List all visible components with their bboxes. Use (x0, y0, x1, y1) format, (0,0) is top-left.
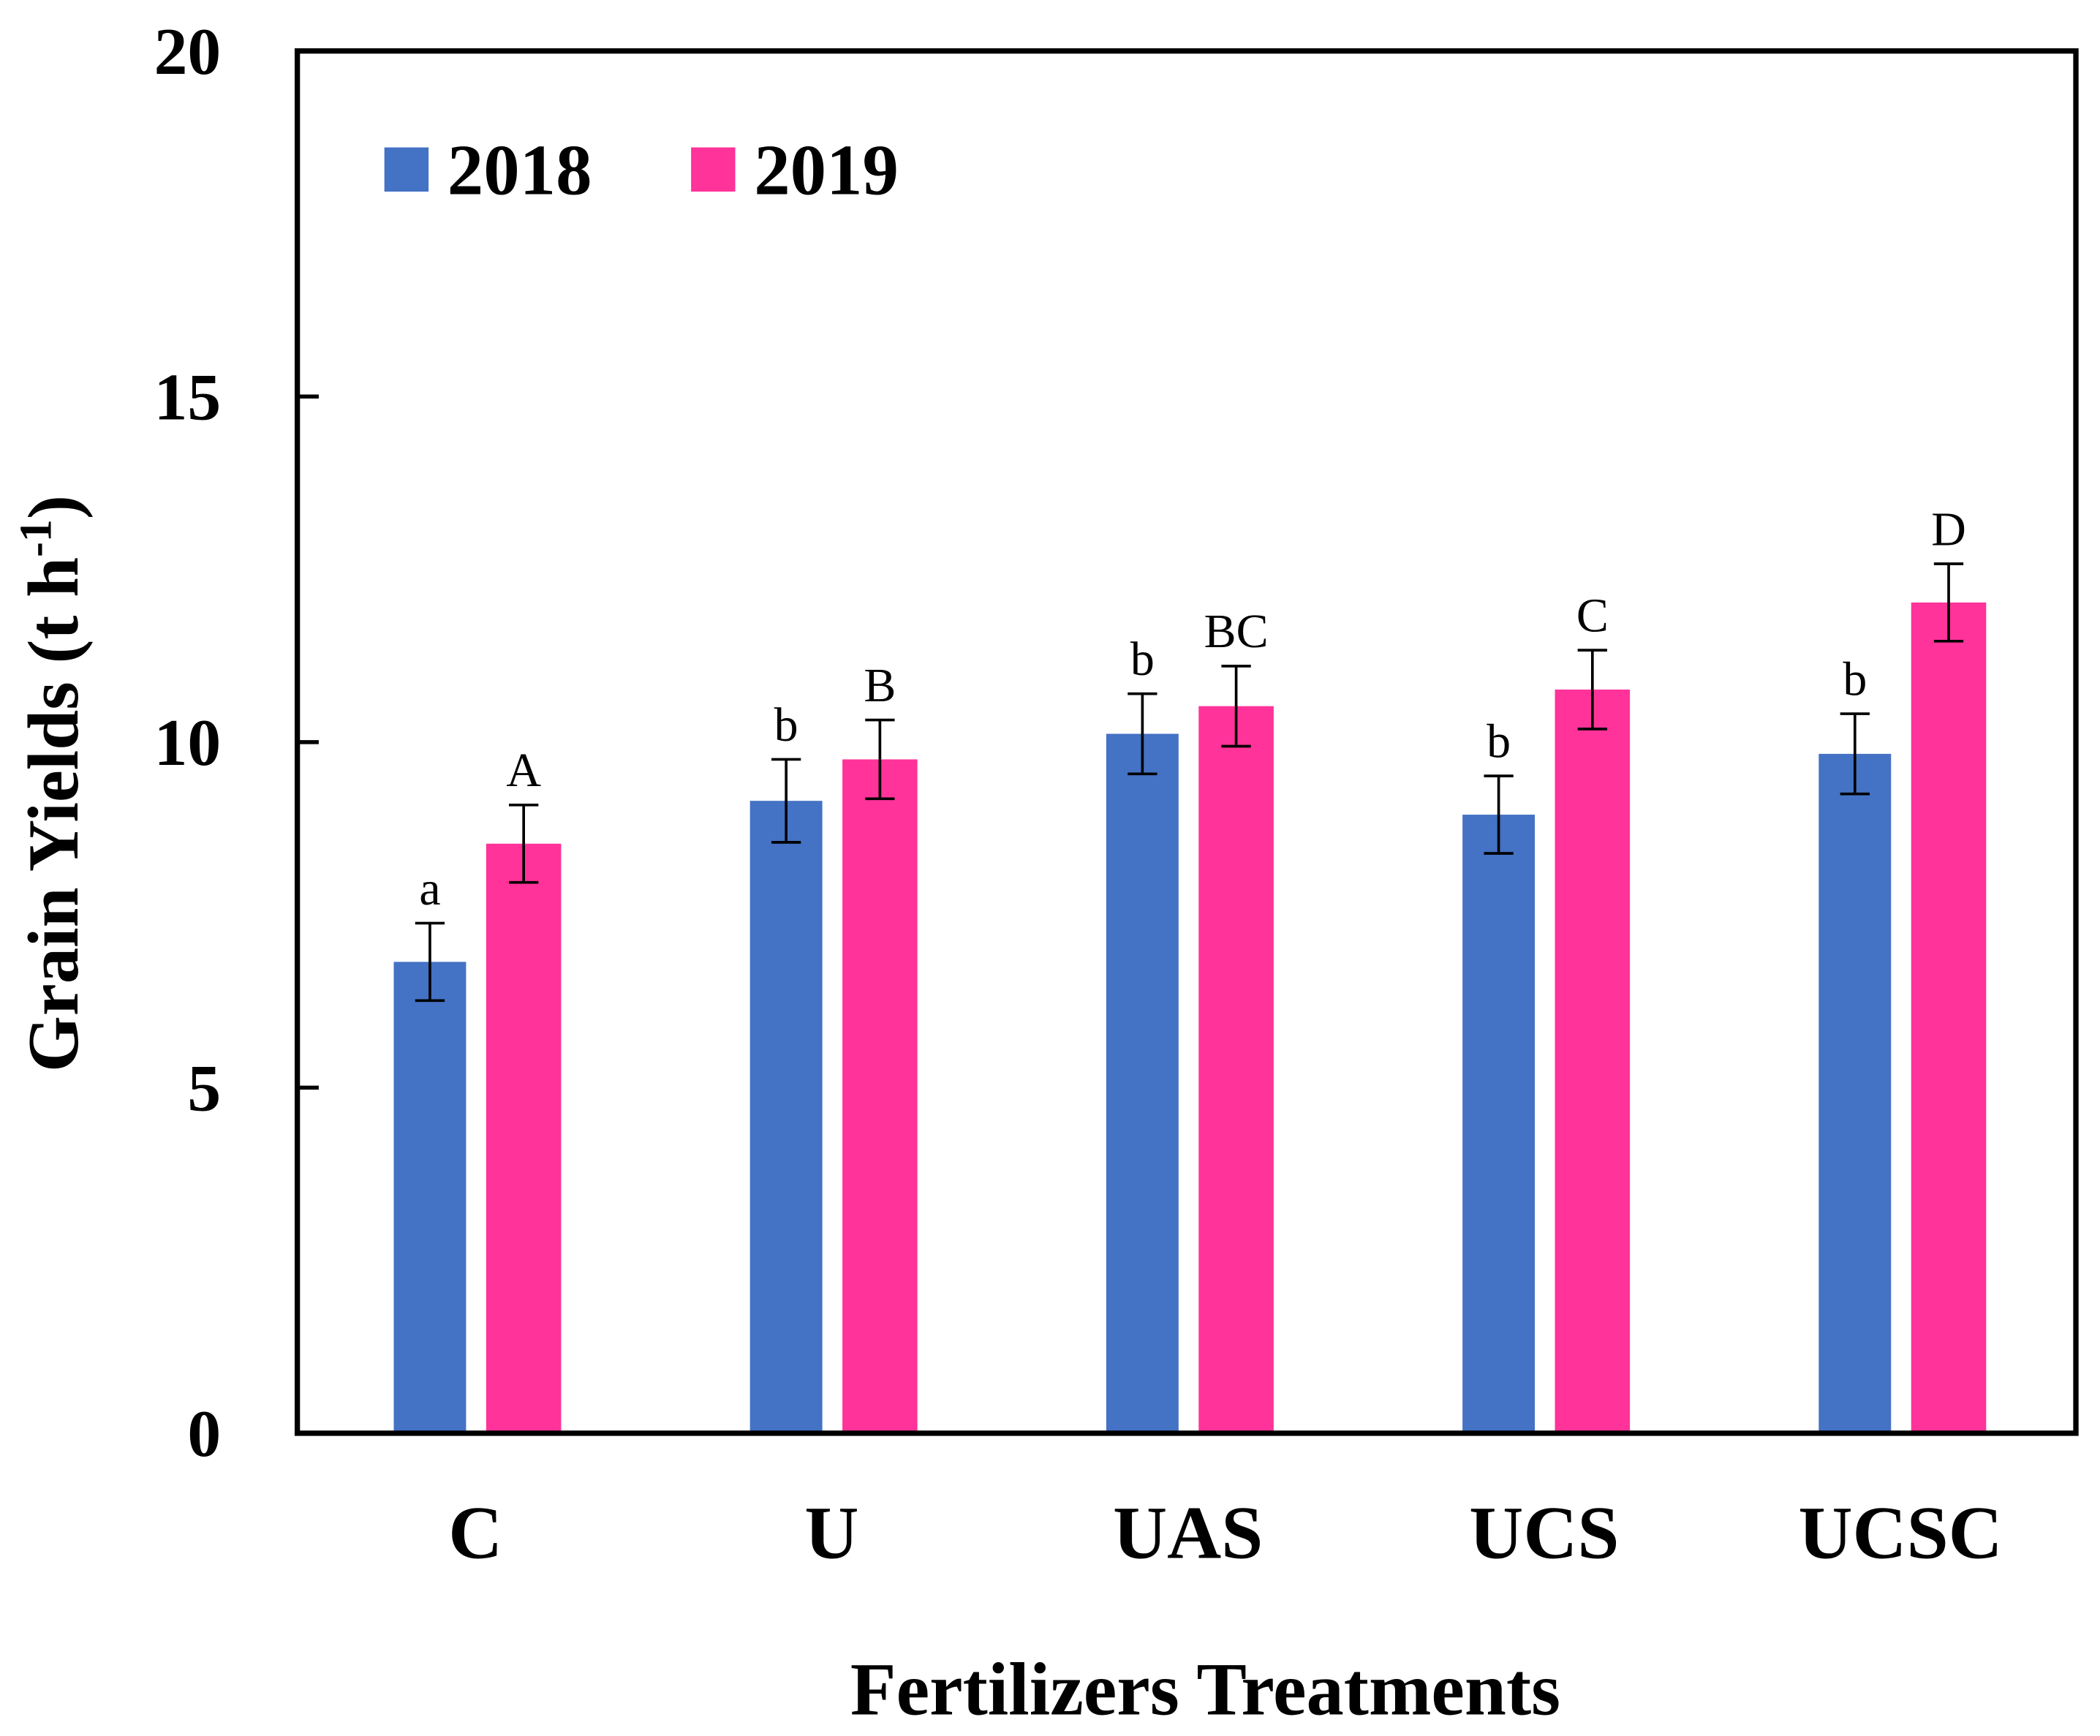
bar-2019-UCS (1555, 689, 1631, 1433)
significance-letter: b (774, 698, 798, 752)
bar-2018-UAS (1106, 733, 1179, 1433)
legend: 2018 2019 (384, 131, 899, 211)
legend-swatch-2019 (691, 147, 736, 192)
bar-2019-UAS (1198, 706, 1274, 1433)
y-tick-label: 0 (187, 1396, 221, 1471)
significance-letter: D (1931, 502, 1966, 556)
error-bar (1484, 774, 1514, 855)
error-bar (415, 921, 445, 1003)
x-axis-title: Fertilizers Treatments (850, 1649, 1560, 1732)
error-bar (1840, 712, 1870, 796)
x-axis: C U UAS UCS UCSC (448, 1492, 2003, 1574)
significance-letter: A (506, 744, 541, 797)
bar-2019-C (486, 843, 562, 1433)
bar-2019-U (842, 759, 918, 1433)
legend-swatch-2018 (384, 147, 429, 192)
y-axis-title-superscript: -1 (12, 519, 61, 557)
bars-layer: a Ab B b BC b Cb D (393, 502, 1987, 1433)
significance-letter: B (864, 659, 896, 712)
y-tick-label: 5 (187, 1051, 221, 1125)
bar-2018-C (393, 962, 467, 1433)
error-bar (1128, 692, 1157, 776)
error-bar (1577, 649, 1607, 731)
significance-letter: b (1843, 652, 1867, 706)
y-axis: 0 5 10 15 20 (154, 14, 319, 1471)
bar-2018-UCSC (1818, 753, 1892, 1433)
significance-letter: b (1130, 633, 1155, 686)
error-bar (865, 718, 895, 801)
y-axis-title: Grain Yields (t h-1) (12, 495, 94, 1072)
bar-2018-U (749, 801, 823, 1433)
legend-label-2019: 2019 (754, 131, 899, 211)
bar-2018-UCS (1462, 815, 1536, 1433)
significance-letter: C (1576, 589, 1609, 642)
plot-frame (294, 48, 2079, 1436)
y-tick-label: 10 (154, 705, 222, 780)
significance-letter: a (419, 862, 440, 916)
significance-letter: b (1487, 714, 1511, 768)
error-bar (509, 804, 539, 884)
error-bar (1933, 562, 1964, 643)
y-tick-label: 15 (154, 359, 222, 434)
error-bar (771, 758, 801, 844)
x-tick-label: UCS (1469, 1492, 1619, 1574)
y-tick-label: 20 (154, 14, 222, 88)
bar-2019-UCSC (1911, 602, 1987, 1433)
x-tick-label: U (804, 1492, 858, 1574)
significance-letter: BC (1204, 605, 1269, 658)
error-bar (1221, 665, 1251, 748)
x-tick-label: UCSC (1798, 1492, 2002, 1574)
x-tick-label: UAS (1113, 1492, 1263, 1574)
legend-label-2018: 2018 (447, 131, 592, 211)
x-tick-label: C (448, 1492, 502, 1574)
